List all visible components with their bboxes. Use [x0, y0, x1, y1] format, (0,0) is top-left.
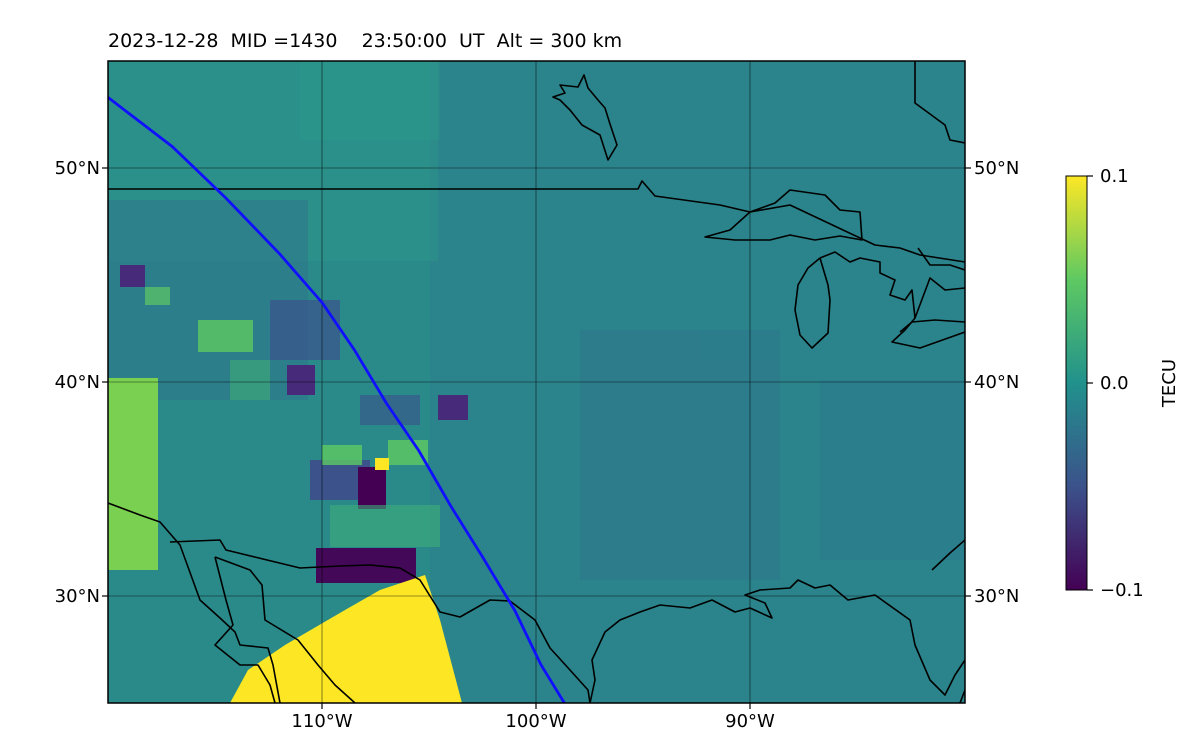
colorbar-tick-label: 0.1 — [1100, 166, 1129, 187]
graticule — [108, 61, 965, 703]
satellite-track — [108, 96, 566, 703]
tick-marks — [102, 167, 971, 709]
map-title: 2023-12-28 MID =1430 23:50:00 UT Alt = 3… — [108, 30, 623, 52]
coastlines — [108, 61, 965, 703]
lon-tick-label: 90°W — [725, 711, 775, 732]
colorbar-ticks — [1087, 175, 1093, 591]
colorbar-label: TECU — [1159, 359, 1180, 408]
lat-tick-label-left: 40°N — [55, 372, 100, 393]
lat-tick-label-left: 50°N — [55, 158, 100, 179]
lon-tick-label: 100°W — [505, 711, 566, 732]
lat-tick-label-right: 40°N — [974, 372, 1019, 393]
lat-tick-label-right: 50°N — [974, 158, 1019, 179]
colorbar-tick-label: −0.1 — [1100, 580, 1144, 601]
colorbar — [1065, 175, 1088, 591]
tec-field — [108, 61, 965, 703]
colorbar-tick-label: 0.0 — [1100, 373, 1129, 394]
lat-tick-label-right: 30°N — [974, 586, 1019, 607]
lon-tick-label: 110°W — [291, 711, 352, 732]
lat-tick-label-left: 30°N — [55, 586, 100, 607]
